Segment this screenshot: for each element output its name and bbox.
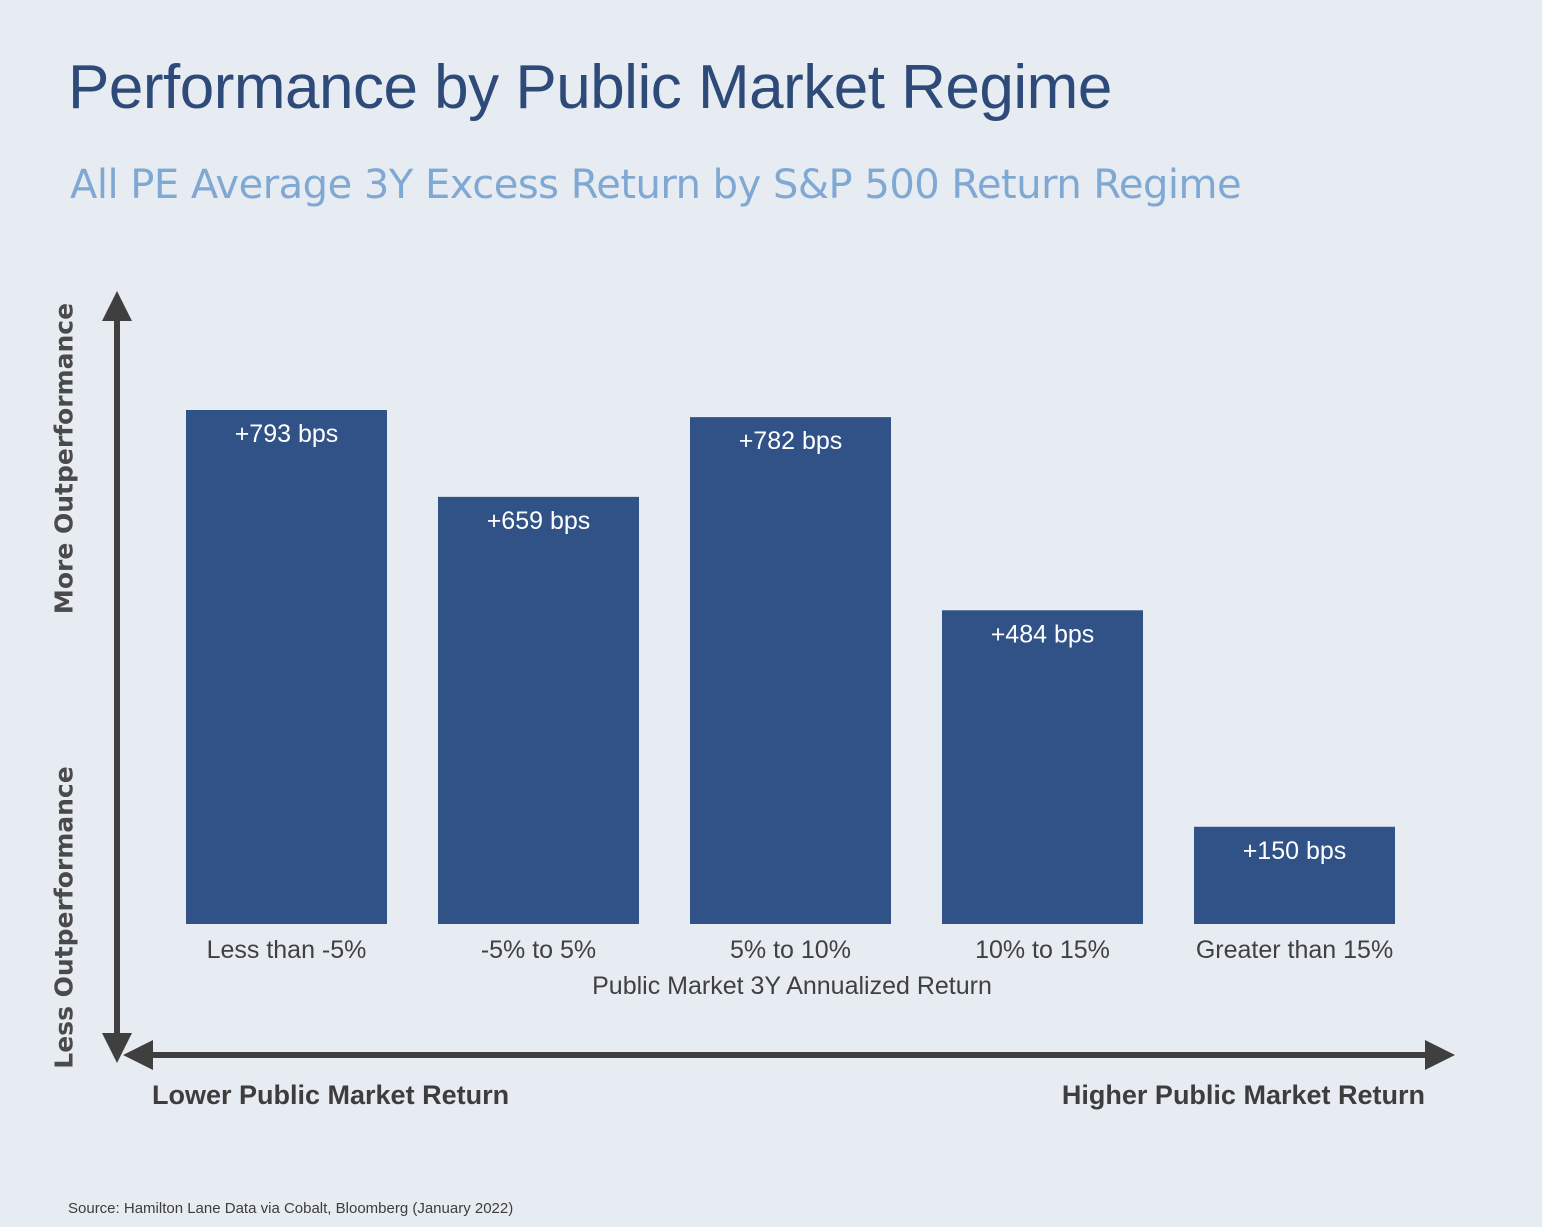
x-axis-right-label: Higher Public Market Return (1061, 1080, 1425, 1110)
bar (186, 410, 387, 924)
bar (690, 417, 891, 924)
bar-data-label: +782 bps (739, 427, 843, 455)
bar (942, 610, 1143, 924)
x-axis-left-label: Lower Public Market Return (152, 1080, 510, 1110)
bar-data-label: +793 bps (235, 420, 339, 448)
bar (438, 496, 639, 924)
bar-data-label: +659 bps (487, 507, 591, 535)
bar (1194, 826, 1395, 924)
source-note: Source: Hamilton Lane Data via Cobalt, B… (68, 1200, 514, 1217)
chart-subtitle: All PE Average 3Y Excess Return by S&P 5… (70, 162, 1242, 208)
x-axis-title: Public Market 3Y Annualized Return (592, 972, 992, 1000)
page-title: Performance by Public Market Regime (68, 53, 1112, 122)
x-tick-label: Greater than 15% (1196, 936, 1393, 964)
x-tick-label: Less than -5% (207, 936, 367, 964)
x-tick-label: 5% to 10% (730, 936, 851, 964)
x-tick-label: 10% to 15% (975, 936, 1110, 964)
bar-data-label: +484 bps (991, 620, 1095, 648)
bar-data-label: +150 bps (1243, 837, 1347, 865)
x-tick-label: -5% to 5% (481, 936, 596, 964)
